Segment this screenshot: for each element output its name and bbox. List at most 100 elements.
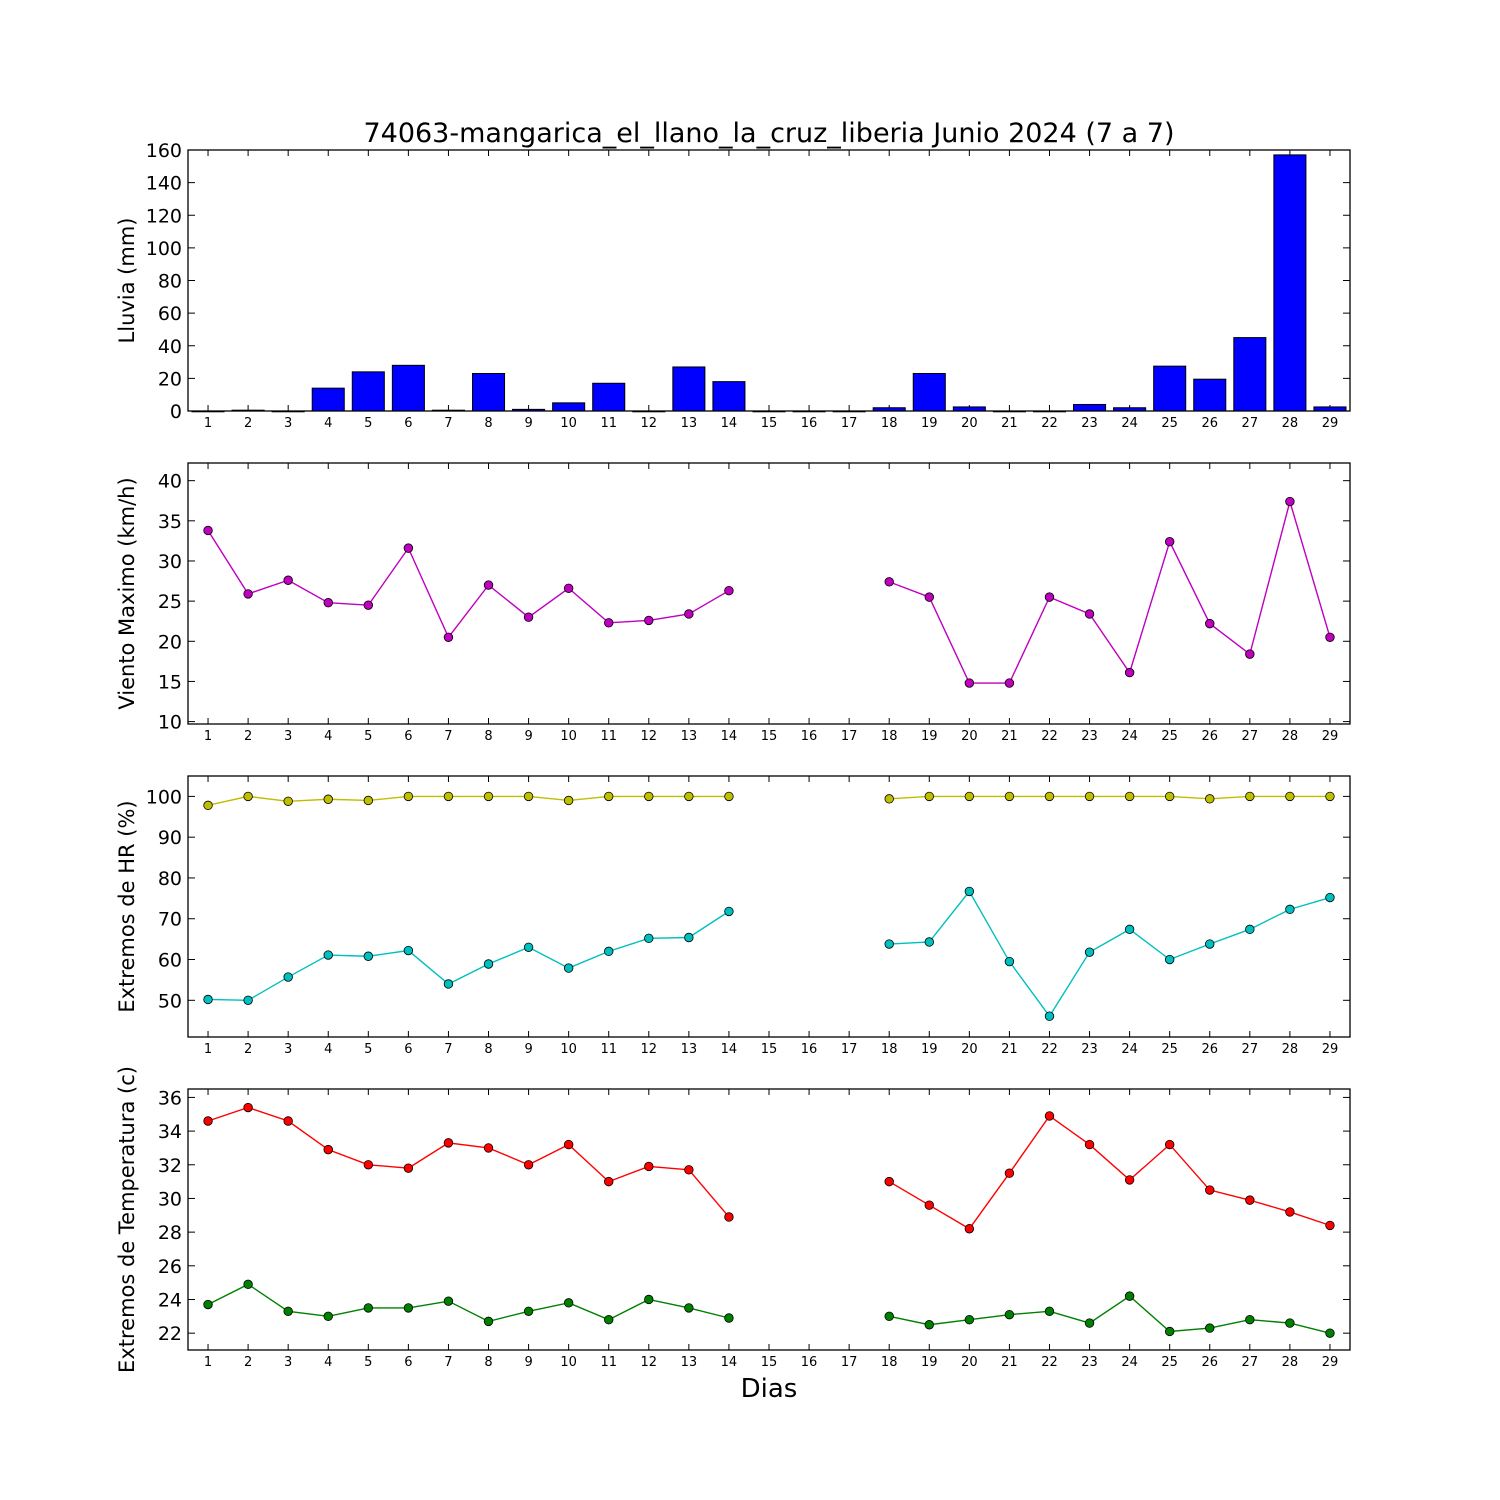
x-tick-label: 13 [681,729,698,744]
series-2 [203,886,1335,1021]
x-tick-label: 15 [761,416,778,431]
data-point [1004,791,1015,802]
series-line [889,890,1331,1018]
y-tick-label: 22 [158,1323,182,1345]
data-point [1124,1291,1135,1301]
y-tick-label: 20 [158,631,182,653]
x-tick-label: 15 [761,729,778,744]
x-tick-label: 14 [721,1042,738,1057]
x-tick-label: 5 [364,1042,372,1057]
data-point [283,972,293,982]
data-point [884,1176,894,1187]
data-point [1285,1318,1295,1328]
data-point [363,795,374,806]
x-tick-label: 11 [600,1355,617,1370]
x-tick-label: 18 [881,416,898,431]
x-tick-label: 14 [721,1355,738,1370]
data-point [1325,1220,1335,1231]
x-tick-label: 20 [961,729,978,744]
data-point [443,1296,454,1306]
y-tick-label: 35 [158,511,182,533]
data-point [604,791,614,802]
series-2 [203,1279,1335,1338]
x-tick-label: 16 [801,416,818,431]
data-point [964,791,975,802]
x-tick-label: 23 [1081,416,1098,431]
bar [1153,365,1187,412]
x-tick-label: 14 [721,416,738,431]
y-tick-label: 0 [170,401,182,423]
x-tick-label: 10 [560,729,577,744]
bar [912,372,946,412]
x-tick-label: 9 [524,729,532,744]
data-point [323,1311,333,1322]
x-tick-label: 24 [1121,1355,1138,1370]
data-point [644,791,654,802]
y-tick-label: 50 [158,990,182,1012]
data-point [203,1116,213,1126]
x-tick-label: 16 [801,1355,818,1370]
series-line [207,1283,730,1323]
y-tick-label: 160 [146,140,182,162]
data-point [483,959,494,969]
x-tick-label: 17 [841,729,858,744]
x-tick-label: 20 [961,1355,978,1370]
data-point [1044,1111,1055,1121]
data-point [1004,678,1015,688]
bar [1073,403,1107,412]
x-tick-label: 10 [560,1042,577,1057]
x-tick-label: 1 [204,1355,212,1370]
x-tick-label: 22 [1041,729,1058,744]
x-tick-label: 27 [1242,1042,1259,1057]
x-tick-label: 3 [284,1042,292,1057]
x-tick-label: 17 [841,416,858,431]
data-point [684,1165,694,1175]
plot-frame [187,149,1351,412]
data-point [323,598,333,608]
x-tick-label: 15 [761,1042,778,1057]
plot-frame [187,775,1351,1038]
data-point [363,1160,374,1170]
x-tick-label: 21 [1001,729,1018,744]
series-1 [191,154,1347,413]
data-point [1084,947,1095,957]
y-tick-label: 70 [158,909,182,931]
data-point [684,609,694,619]
bar [351,371,385,412]
bar [311,387,345,412]
x-tick-label: 28 [1282,1355,1299,1370]
x-tick-label: 3 [284,729,292,744]
series-line [889,1295,1331,1334]
data-point [323,794,333,804]
data-point [283,1116,293,1126]
x-tick-label: 18 [881,729,898,744]
x-tick-label: 6 [404,1355,412,1370]
data-point [884,577,894,587]
data-point [1205,1185,1215,1195]
series-line [207,530,730,639]
x-tick-label: 25 [1161,1355,1178,1370]
x-tick-label: 21 [1001,416,1018,431]
data-point [363,600,374,610]
bar [552,402,586,412]
x-tick-label: 18 [881,1355,898,1370]
x-tick-label: 22 [1041,1042,1058,1057]
x-tick-label: 25 [1161,416,1178,431]
data-point [523,1306,534,1316]
data-point [1164,791,1175,802]
data-point [323,1144,333,1155]
data-point [1285,496,1295,507]
data-point [1084,1318,1095,1328]
series-line [207,795,729,807]
x-axis-label: Dias [741,1374,798,1404]
bar [1273,154,1307,412]
data-point [604,1314,614,1325]
y-tick-label: 120 [146,205,182,227]
bar [1193,378,1227,412]
data-point [243,1102,253,1113]
y-axis-label: Lluvia (mm) [115,218,139,344]
x-tick-label: 28 [1282,1042,1299,1057]
data-point [1124,1175,1135,1185]
data-point [443,979,454,989]
x-tick-label: 8 [484,1355,492,1370]
